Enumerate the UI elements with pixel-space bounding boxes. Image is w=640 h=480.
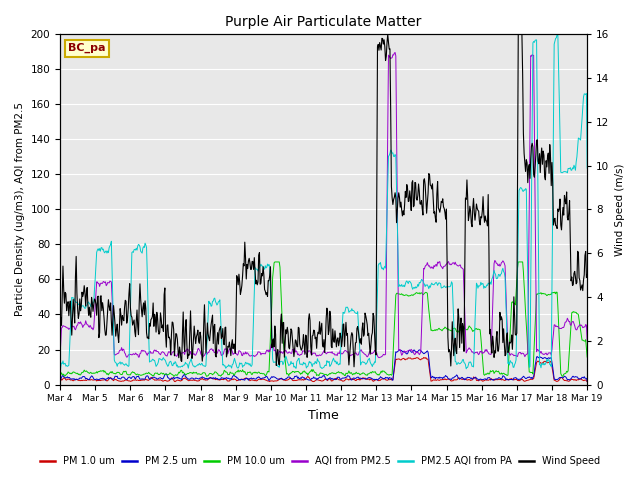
X-axis label: Time: Time <box>308 409 339 422</box>
Legend: PM 1.0 um, PM 2.5 um, PM 10.0 um, AQI from PM2.5, PM2.5 AQI from PA, Wind Speed: PM 1.0 um, PM 2.5 um, PM 10.0 um, AQI fr… <box>36 453 604 470</box>
Title: Purple Air Particulate Matter: Purple Air Particulate Matter <box>225 15 422 29</box>
Y-axis label: Particle Density (ug/m3), AQI from PM2.5: Particle Density (ug/m3), AQI from PM2.5 <box>15 102 25 316</box>
Text: BC_pa: BC_pa <box>68 43 106 53</box>
Y-axis label: Wind Speed (m/s): Wind Speed (m/s) <box>615 163 625 256</box>
